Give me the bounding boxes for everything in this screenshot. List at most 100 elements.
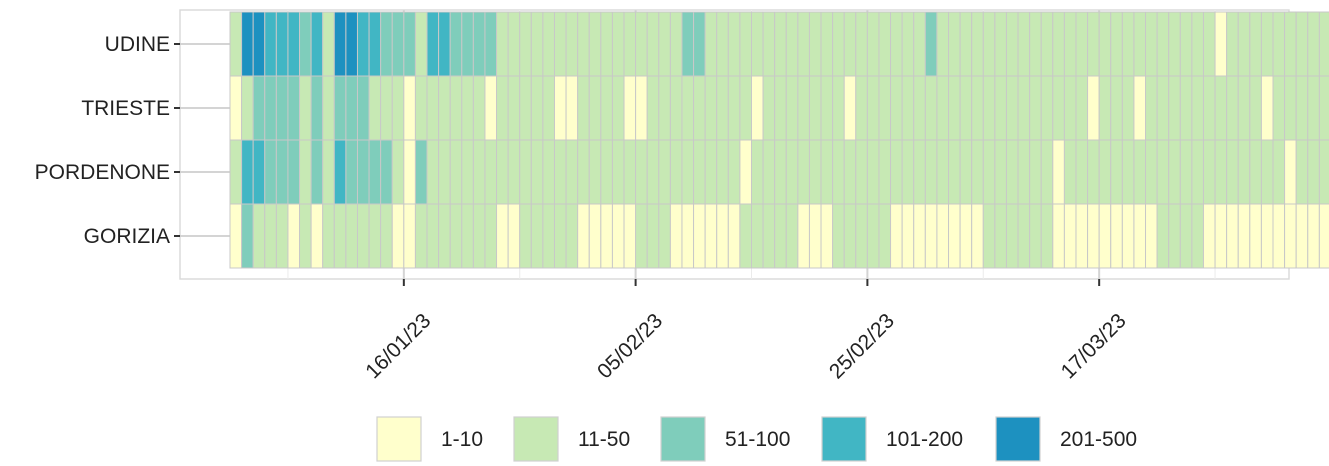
heatmap-cell	[1307, 75, 1320, 141]
heatmap-cell	[936, 139, 950, 205]
heatmap-cell	[438, 75, 451, 141]
heatmap-cell	[519, 139, 532, 205]
heatmap-cell	[669, 139, 683, 205]
heatmap-cell	[356, 75, 370, 141]
heatmap-cell	[1029, 139, 1042, 205]
heatmap-cell	[1272, 75, 1286, 141]
heatmap-cell	[774, 75, 787, 141]
heatmap-cell	[971, 75, 984, 141]
heatmap-cell	[751, 11, 764, 77]
heatmap-cell	[368, 139, 382, 205]
heatmap-cell	[635, 11, 648, 77]
heatmap-cell	[1098, 203, 1112, 269]
heatmap-cell	[1063, 75, 1077, 141]
heatmap-cell	[1226, 203, 1239, 269]
heatmap-cell	[1202, 139, 1216, 205]
heatmap-cell	[890, 11, 903, 77]
heatmap-cell	[391, 75, 405, 141]
heatmap-cell	[275, 11, 289, 77]
heatmap-cell	[797, 75, 810, 141]
heatmap-cell	[890, 75, 903, 141]
heatmap-cell	[1017, 203, 1031, 269]
heatmap-cell	[519, 203, 532, 269]
heatmap-cell	[461, 75, 474, 141]
heatmap-cell	[449, 139, 463, 205]
heatmap-cell	[565, 75, 579, 141]
heatmap-cell	[1237, 11, 1251, 77]
y-tick-label: GORIZIA	[84, 225, 170, 248]
heatmap-cell	[681, 139, 695, 205]
y-tick-label: UDINE	[105, 33, 170, 56]
heatmap-cell	[658, 11, 671, 77]
heatmap-cell	[484, 11, 498, 77]
heatmap-cell	[426, 139, 440, 205]
heatmap-cell	[310, 139, 324, 205]
legend-key	[995, 416, 1041, 462]
heatmap-cell	[646, 11, 660, 77]
heatmap-cell	[820, 203, 834, 269]
heatmap-cell	[843, 139, 857, 205]
heatmap-cell	[414, 75, 428, 141]
legend-label: 1-10	[441, 428, 483, 451]
heatmap-cell	[751, 139, 764, 205]
heatmap-cell	[693, 203, 706, 269]
heatmap-cell	[693, 139, 706, 205]
heatmap-cell	[1295, 139, 1309, 205]
heatmap-cell	[936, 75, 950, 141]
heatmap-cell	[808, 75, 822, 141]
heatmap-cell	[507, 75, 521, 141]
heatmap-cell	[299, 11, 312, 77]
heatmap-cell	[1145, 203, 1158, 269]
legend-key	[376, 416, 422, 462]
x-tick-label: 16/01/23	[361, 309, 435, 383]
heatmap-cell	[426, 75, 440, 141]
heatmap-cell	[299, 75, 312, 141]
heatmap-cell	[669, 75, 683, 141]
heatmap-cell	[252, 203, 266, 269]
heatmap-cell	[264, 11, 277, 77]
x-tick-label: 17/03/23	[1057, 309, 1131, 383]
heatmap-cell	[1179, 11, 1193, 77]
heatmap-cell	[1005, 11, 1019, 77]
heatmap-cell	[287, 75, 301, 141]
heatmap-cell	[426, 203, 440, 269]
heatmap-cell	[1307, 139, 1320, 205]
heatmap-cell	[681, 203, 695, 269]
heatmap-cell	[426, 11, 440, 77]
heatmap-cell	[496, 11, 509, 77]
heatmap-cell	[264, 203, 277, 269]
y-tick-label: TRIESTE	[81, 97, 170, 120]
heatmap-cell	[611, 11, 625, 77]
heatmap-cell	[1110, 11, 1123, 77]
heatmap-cell	[553, 75, 567, 141]
heatmap-cell	[1226, 11, 1239, 77]
heatmap-cell	[484, 203, 498, 269]
legend-label: 51-100	[725, 428, 790, 451]
heatmap-cell	[924, 75, 938, 141]
heatmap-cell	[600, 203, 613, 269]
heatmap-cell	[310, 11, 324, 77]
heatmap-cell	[368, 203, 382, 269]
heatmap-cell	[1098, 75, 1112, 141]
heatmap-cell	[287, 139, 301, 205]
heatmap-cell	[542, 75, 555, 141]
heatmap-cell	[1145, 75, 1158, 141]
heatmap-cell	[924, 139, 938, 205]
heatmap-cell	[1087, 11, 1100, 77]
heatmap-cell	[1318, 11, 1329, 77]
heatmap-cell	[913, 75, 926, 141]
heatmap-cell	[948, 203, 961, 269]
heatmap-cell	[901, 203, 915, 269]
heatmap-cell	[1237, 139, 1251, 205]
heatmap-cell	[461, 139, 474, 205]
heatmap-cell	[913, 203, 926, 269]
heatmap-cell	[646, 139, 660, 205]
heatmap-cell	[901, 139, 915, 205]
heatmap-cell	[461, 203, 474, 269]
heatmap-cell	[1156, 203, 1170, 269]
heatmap-cell	[913, 11, 926, 77]
heatmap-cell	[808, 11, 822, 77]
heatmap-cell	[449, 75, 463, 141]
heatmap-cell	[1110, 75, 1123, 141]
heatmap-cell	[716, 75, 729, 141]
